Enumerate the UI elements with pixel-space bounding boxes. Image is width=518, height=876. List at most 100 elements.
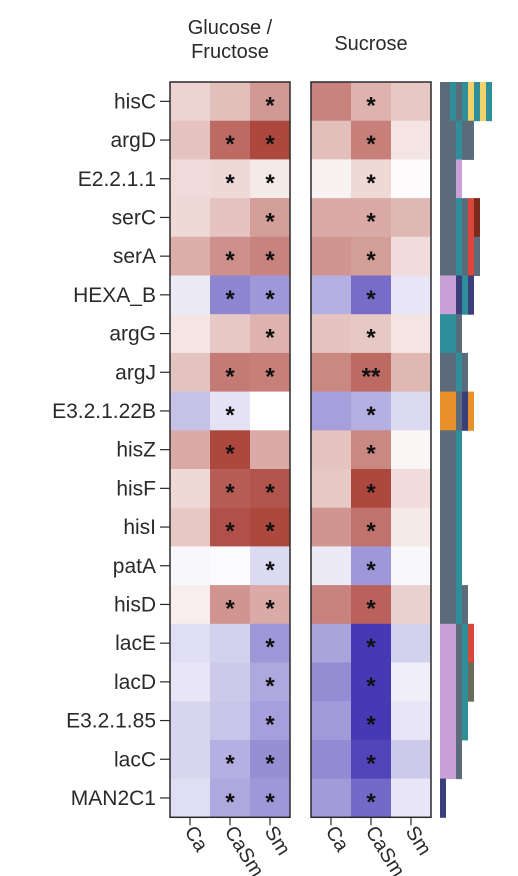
significance-marker: * bbox=[265, 673, 275, 700]
heatmap-cell bbox=[250, 198, 291, 238]
heatmap-cell bbox=[391, 314, 432, 354]
annotation-stripe bbox=[456, 585, 462, 625]
annotation-stripe bbox=[462, 352, 468, 393]
significance-marker: ** bbox=[362, 363, 381, 390]
heatmap-cell bbox=[250, 352, 291, 393]
heatmap-cell bbox=[351, 159, 392, 199]
heatmap-cell bbox=[210, 198, 251, 238]
heatmap-cell bbox=[351, 701, 392, 741]
significance-marker: * bbox=[366, 595, 376, 622]
heatmap-cell bbox=[250, 120, 291, 160]
heatmap-cell bbox=[311, 391, 352, 431]
row-label: hisD bbox=[114, 593, 156, 616]
annotation-stripe bbox=[462, 662, 468, 702]
heatmap-cell bbox=[311, 430, 352, 470]
heatmap-cell bbox=[170, 546, 211, 586]
annotation-stripe bbox=[468, 236, 474, 276]
heatmap-cell bbox=[311, 623, 352, 663]
significance-marker: * bbox=[225, 170, 235, 197]
row-label: lacC bbox=[114, 748, 156, 771]
heatmap-cell bbox=[250, 430, 291, 470]
significance-marker: * bbox=[366, 518, 376, 545]
heatmap-cell bbox=[210, 623, 251, 663]
row-label: argD bbox=[110, 129, 156, 152]
annotation-stripe bbox=[468, 662, 474, 702]
annotation-stripe bbox=[456, 701, 462, 741]
heatmap-cell bbox=[170, 623, 211, 663]
significance-marker: * bbox=[265, 92, 275, 119]
heatmap-cell bbox=[170, 120, 211, 160]
heatmap-cell bbox=[170, 82, 211, 122]
panel-title: Glucose / bbox=[188, 17, 273, 39]
significance-marker: * bbox=[265, 750, 275, 777]
heatmap-cell bbox=[250, 159, 291, 199]
heatmap-cell bbox=[210, 546, 251, 586]
annotation-stripe bbox=[450, 82, 456, 122]
heatmap-cell bbox=[311, 507, 352, 547]
annotation-stripe bbox=[440, 546, 456, 586]
heatmap-cell bbox=[250, 236, 291, 276]
heatmap-cell bbox=[210, 430, 251, 470]
significance-marker: * bbox=[265, 518, 275, 545]
heatmap-cell bbox=[210, 739, 251, 780]
significance-marker: * bbox=[366, 131, 376, 158]
column-label: Sm bbox=[260, 822, 295, 859]
heatmap-cell bbox=[351, 198, 392, 238]
heatmap-cell bbox=[250, 662, 291, 702]
annotation-stripe bbox=[468, 82, 474, 122]
significance-marker: * bbox=[366, 479, 376, 506]
heatmap-cell bbox=[391, 352, 432, 393]
heatmap-cell bbox=[250, 275, 291, 315]
heatmap-cell bbox=[391, 391, 432, 431]
significance-marker: * bbox=[225, 441, 235, 468]
heatmap-cell bbox=[351, 82, 392, 122]
annotation-stripe bbox=[456, 82, 462, 122]
heatmap-cell bbox=[170, 585, 211, 625]
annotation-stripe bbox=[440, 352, 456, 393]
heatmap-cell bbox=[250, 314, 291, 354]
significance-marker: * bbox=[265, 170, 275, 197]
heatmap-cell bbox=[250, 82, 291, 122]
heatmap-cell bbox=[170, 469, 211, 509]
heatmap-cell bbox=[210, 159, 251, 199]
row-label: lacD bbox=[114, 671, 156, 694]
heatmap-cell bbox=[170, 701, 211, 741]
heatmap-cell bbox=[351, 314, 392, 354]
heatmap-cell bbox=[351, 120, 392, 160]
row-label: hisZ bbox=[116, 439, 156, 462]
heatmap-cell bbox=[351, 546, 392, 586]
heatmap-cell bbox=[311, 701, 352, 741]
row-label: patA bbox=[113, 555, 156, 578]
annotation-stripe bbox=[456, 739, 462, 780]
annotation-stripe bbox=[456, 546, 462, 586]
annotation-stripe bbox=[456, 352, 462, 393]
significance-marker: * bbox=[265, 479, 275, 506]
column-label: Sm bbox=[401, 822, 436, 859]
annotation-stripe bbox=[440, 159, 456, 199]
heatmap-cell bbox=[351, 352, 392, 393]
annotation-stripe bbox=[440, 778, 446, 818]
heatmap-cell bbox=[210, 391, 251, 431]
annotation-stripe bbox=[456, 236, 462, 276]
heatmap-cell bbox=[391, 275, 432, 315]
heatmap-cell bbox=[210, 82, 251, 122]
significance-marker: * bbox=[225, 750, 235, 777]
heatmap-cell bbox=[311, 198, 352, 238]
annotation-stripe bbox=[456, 275, 462, 315]
heatmap-cell bbox=[311, 82, 352, 122]
row-label: hisF bbox=[116, 477, 156, 500]
significance-marker: * bbox=[265, 325, 275, 352]
heatmap-cell bbox=[391, 469, 432, 509]
heatmap-cell bbox=[210, 662, 251, 702]
annotation-stripe bbox=[440, 739, 456, 780]
significance-marker: * bbox=[225, 479, 235, 506]
heatmap-cell bbox=[170, 159, 211, 199]
annotation-stripe bbox=[462, 623, 468, 663]
significance-marker: * bbox=[265, 247, 275, 274]
heatmap-cell bbox=[351, 778, 392, 818]
heatmap-cell bbox=[351, 469, 392, 509]
annotation-stripe bbox=[462, 82, 468, 122]
significance-marker: * bbox=[366, 634, 376, 661]
row-label: serA bbox=[113, 245, 156, 268]
